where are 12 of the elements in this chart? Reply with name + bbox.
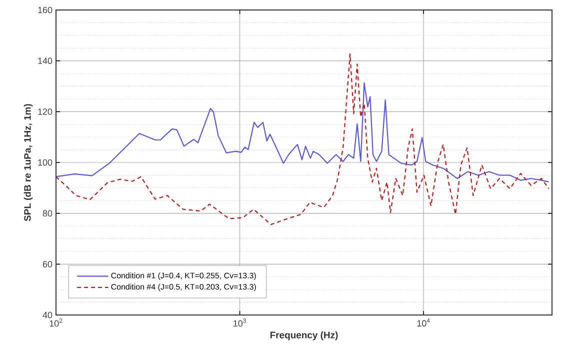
y-tick-label: 140: [38, 58, 52, 64]
x-tick-label: 10$^{2}$: [50, 318, 62, 327]
y-tick-label: 40: [42, 312, 52, 318]
y-tick-label: 60: [42, 260, 52, 268]
y-tick-label: 160: [38, 6, 52, 14]
x-axis-title: Frequency (Hz): [270, 331, 338, 340]
y-tick-label: 80: [42, 210, 52, 217]
x-tick-label: 10$^{3}$: [234, 318, 246, 327]
y-tick-label: 120: [38, 108, 52, 115]
y-tick-label: 100: [38, 159, 52, 166]
x-tick-label: 10$^{4}$: [417, 318, 430, 327]
y-axis-title: SPL (dB re 1uPa, 1Hz, 1m): [24, 104, 33, 222]
